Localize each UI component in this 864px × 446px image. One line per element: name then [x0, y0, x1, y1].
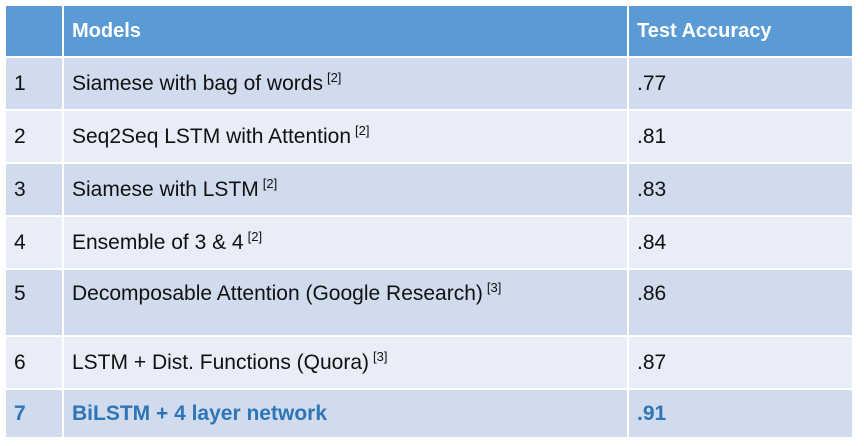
row-number: 2 — [4, 109, 64, 164]
model-name: Ensemble of 3 & 4 — [72, 230, 244, 254]
model-name: Decomposable Attention (Google Research) — [72, 282, 483, 305]
results-table: Models Test Accuracy 1 Siamese with bag … — [4, 4, 854, 439]
model-name: Siamese with LSTM — [72, 177, 259, 201]
row-number: 1 — [4, 56, 64, 111]
row-accuracy: .84 — [627, 215, 854, 270]
model-name: LSTM + Dist. Functions (Quora) — [72, 350, 370, 374]
row-accuracy: .81 — [627, 109, 854, 164]
row-model: Decomposable Attention (Google Research)… — [62, 268, 629, 337]
header-row: Models Test Accuracy — [4, 4, 854, 58]
table-row-highlighted: 7 BiLSTM + 4 layer network .91 — [4, 388, 854, 439]
row-model: Siamese with bag of words [2] — [62, 56, 629, 111]
citation-ref: [2] — [247, 228, 263, 244]
model-name: Seq2Seq LSTM with Attention — [72, 124, 351, 148]
table-row: 2 Seq2Seq LSTM with Attention [2] .81 — [4, 109, 854, 164]
citation-ref: [3] — [373, 348, 388, 364]
model-name: Siamese with bag of words — [72, 71, 323, 95]
table-row: 3 Siamese with LSTM [2] .83 — [4, 162, 854, 217]
table-row: 1 Siamese with bag of words [2] .77 — [4, 56, 854, 111]
citation-ref: [3] — [486, 280, 502, 295]
row-number: 7 — [4, 388, 64, 439]
header-models: Models — [62, 4, 629, 58]
table-row: 5 Decomposable Attention (Google Researc… — [4, 268, 854, 337]
row-number: 6 — [4, 335, 64, 390]
header-number — [4, 4, 64, 58]
row-number: 3 — [4, 162, 64, 217]
row-number: 4 — [4, 215, 64, 270]
row-model: Ensemble of 3 & 4 [2] — [62, 215, 629, 270]
row-model: Siamese with LSTM [2] — [62, 162, 629, 217]
row-model: BiLSTM + 4 layer network — [62, 388, 629, 439]
row-accuracy: .77 — [627, 56, 854, 111]
row-accuracy: .86 — [627, 268, 854, 337]
citation-ref: [2] — [355, 122, 370, 138]
table-row: 6 LSTM + Dist. Functions (Quora) [3] .87 — [4, 335, 854, 390]
model-name: BiLSTM + 4 layer network — [72, 401, 327, 425]
row-model: Seq2Seq LSTM with Attention [2] — [62, 109, 629, 164]
header-test-accuracy: Test Accuracy — [627, 4, 854, 58]
row-number: 5 — [4, 268, 64, 337]
citation-ref: [2] — [326, 69, 342, 85]
row-model: LSTM + Dist. Functions (Quora) [3] — [62, 335, 629, 390]
table-row: 4 Ensemble of 3 & 4 [2] .84 — [4, 215, 854, 270]
row-accuracy: .87 — [627, 335, 854, 390]
row-accuracy: .83 — [627, 162, 854, 217]
citation-ref: [2] — [262, 175, 278, 191]
row-accuracy: .91 — [627, 388, 854, 439]
